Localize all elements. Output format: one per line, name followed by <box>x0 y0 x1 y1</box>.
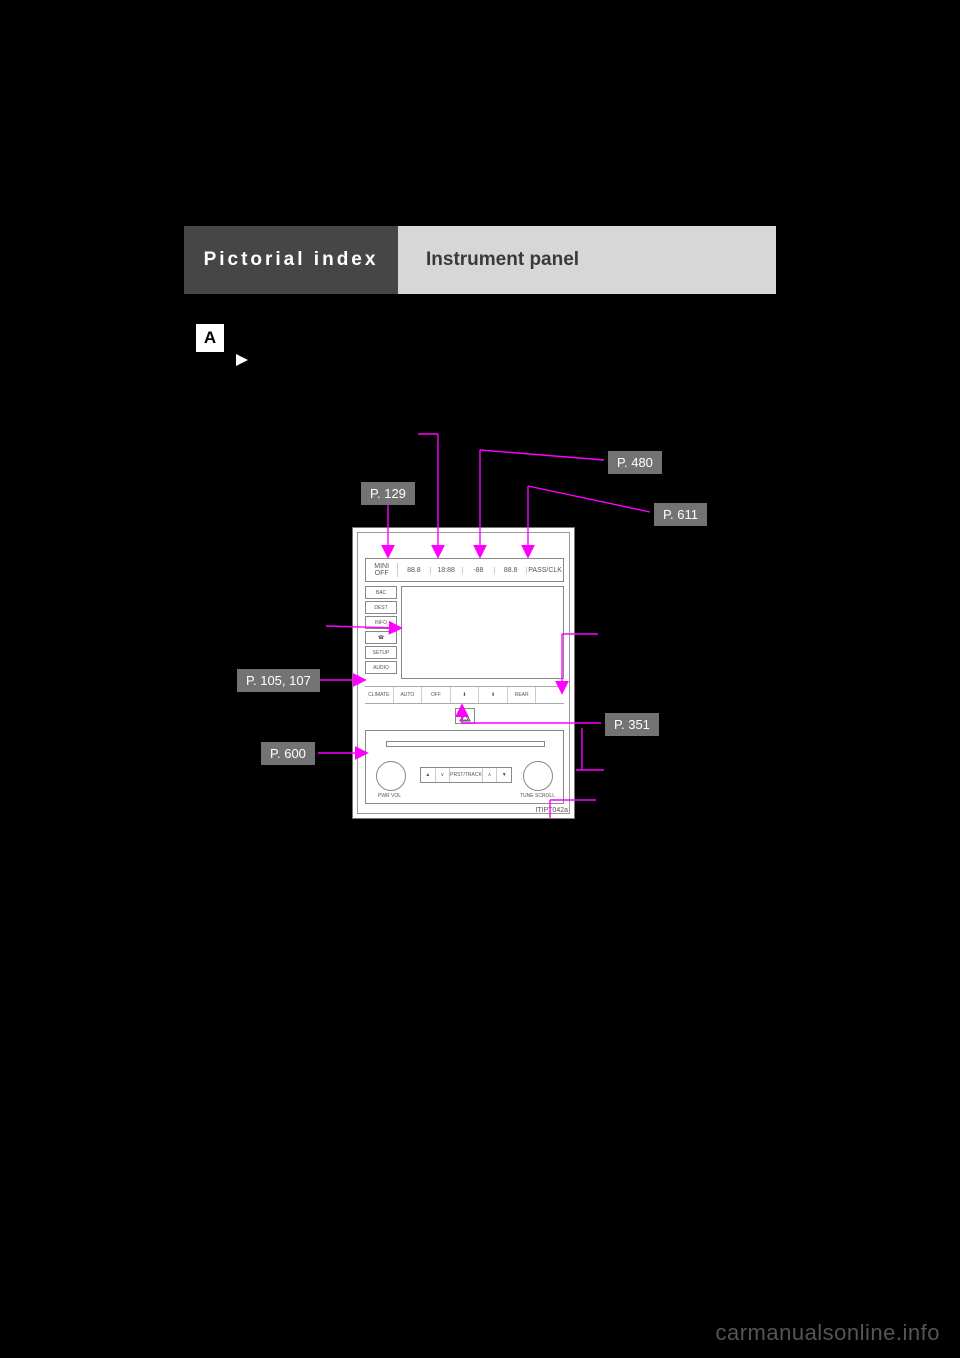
audio-mid-4: ▼ <box>497 768 511 782</box>
display-seg-1: 18:88 <box>431 567 463 574</box>
page-ref-label: P. 600 <box>270 746 306 761</box>
volume-knob <box>376 761 406 791</box>
footer-watermark: carmanualsonline.info <box>715 1320 940 1346</box>
audio-label-right: TUNE SCROLL <box>520 793 555 799</box>
left-btn-5: AUDIO <box>365 661 397 674</box>
badge-a-label: A <box>204 328 216 348</box>
climate-cell-0: CLIMATE <box>365 687 394 703</box>
climate-cell-1: AUTO <box>394 687 423 703</box>
display-seg-2: -88 <box>463 567 495 574</box>
page-ref-p105: P. 105, 107 <box>237 669 320 692</box>
page-ref-label: P. 105, 107 <box>246 673 311 688</box>
audio-mid-3: ∧ <box>483 768 498 782</box>
cd-slot <box>386 741 545 747</box>
hazard-button <box>455 708 475 724</box>
header-bar: Pictorial index Instrument panel <box>184 226 776 294</box>
header-left-label: Pictorial index <box>204 249 379 271</box>
climate-row: CLIMATE AUTO OFF ⬇ ⬆ REAR <box>365 686 564 704</box>
page-ref-p600: P. 600 <box>261 742 315 765</box>
page-ref-p129: P. 129 <box>361 482 415 505</box>
nav-screen <box>401 586 564 679</box>
climate-cell-4: ⬆ <box>479 687 508 703</box>
left-btn-0: BAC <box>365 586 397 599</box>
page-ref-p480: P. 480 <box>608 451 662 474</box>
hazard-triangle-icon <box>459 710 471 722</box>
left-btn-3: ☎ <box>365 631 397 644</box>
audio-label-left: PWR VOL <box>378 793 401 799</box>
display-left-label: MINI OFF <box>366 563 398 577</box>
left-btn-4: SETUP <box>365 646 397 659</box>
display-seg-0: 88.8 <box>398 567 430 574</box>
page-ref-label: P. 611 <box>663 507 698 522</box>
climate-cell-6 <box>536 687 564 703</box>
audio-mid-2: PRST/TRACK <box>450 768 483 782</box>
instrument-panel-figure: MINI OFF 88.8 18:88 -88 88.8 PASS/CLK BA… <box>352 527 575 819</box>
header-left: Pictorial index <box>184 226 398 294</box>
climate-cell-2: OFF <box>422 687 451 703</box>
page-ref-label: P. 480 <box>617 455 653 470</box>
display-row: MINI OFF 88.8 18:88 -88 88.8 PASS/CLK <box>365 558 564 582</box>
audio-mid-0: ▲ <box>421 768 436 782</box>
climate-cell-5: REAR <box>508 687 537 703</box>
footer-watermark-text: carmanualsonline.info <box>715 1320 940 1345</box>
page-ref-p611: P. 611 <box>654 503 707 526</box>
page-ref-p351: P. 351 <box>605 713 659 736</box>
left-btn-1: DEST <box>365 601 397 614</box>
left-button-stack: BAC DEST INFO ☎ SETUP AUDIO <box>365 586 397 676</box>
badge-a: A <box>196 324 224 352</box>
audio-mid-1: ∨ <box>436 768 451 782</box>
audio-mid-buttons: ▲ ∨ PRST/TRACK ∧ ▼ <box>420 767 512 783</box>
left-btn-2: INFO <box>365 616 397 629</box>
header-right: Instrument panel <box>398 226 776 294</box>
display-right-label: PASS/CLK <box>527 567 563 574</box>
page-ref-label: P. 129 <box>370 486 406 501</box>
header-right-label: Instrument panel <box>426 249 579 271</box>
display-seg-3: 88.8 <box>495 567 527 574</box>
audio-panel: ▲ ∨ PRST/TRACK ∧ ▼ PWR VOL TUNE SCROLL <box>365 730 564 804</box>
climate-cell-3: ⬇ <box>451 687 480 703</box>
figure-image-id: ITIPT042a <box>535 807 568 814</box>
page-ref-label: P. 351 <box>614 717 650 732</box>
tune-knob <box>523 761 553 791</box>
triangle-icon <box>236 354 250 366</box>
